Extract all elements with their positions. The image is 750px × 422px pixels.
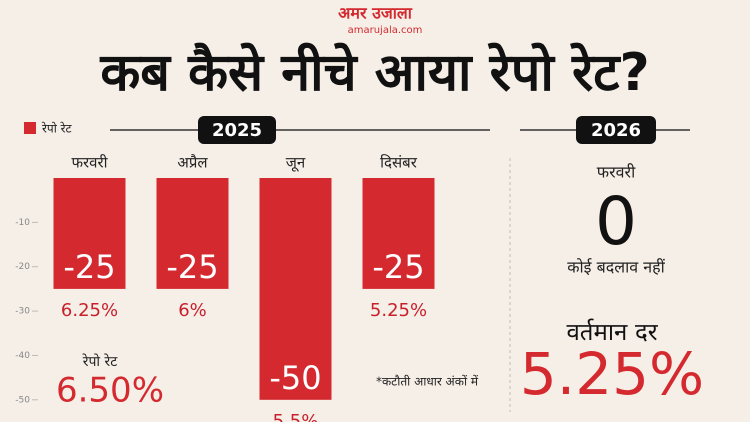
year-label: 2026: [591, 120, 641, 141]
year-label: 2025: [212, 120, 262, 141]
current-value: 5.25%: [520, 340, 704, 408]
logo-site: amarujala.com: [348, 25, 423, 36]
change-text: कोई बदलाव नहीं: [567, 258, 665, 277]
y-tick-label: -30: [15, 307, 30, 317]
value-label: -25: [63, 248, 115, 286]
value-label: -50: [269, 359, 321, 397]
bar: [53, 178, 126, 289]
month-label: फरवरी: [597, 163, 636, 182]
rate-label: 6%: [178, 300, 207, 321]
bar: [259, 178, 332, 400]
x-tick-label: अप्रैल: [177, 154, 208, 172]
bar: [362, 178, 435, 289]
y-tick-label: -20: [15, 262, 30, 272]
y-tick-label: -40: [15, 351, 30, 361]
x-tick-label: जून: [286, 154, 306, 173]
y-tick-label: -50: [15, 395, 30, 405]
legend-label: रेपो रेट: [42, 122, 73, 136]
note: *कटौती आधार अंकों में: [376, 375, 479, 389]
rate-label: 5.5%: [273, 411, 319, 422]
bar: [156, 178, 229, 289]
chart-title: कब कैसे नीचे आया रेपो रेट?: [99, 42, 649, 103]
rate-label: 6.25%: [61, 300, 118, 321]
value-label: -25: [372, 248, 424, 286]
rate-label: 5.25%: [370, 300, 427, 321]
current-label: वर्तमान दर: [566, 318, 658, 346]
start-rate-label: रेपो रेट: [82, 353, 118, 370]
change-value: 0: [595, 183, 637, 260]
year-box: [198, 116, 276, 144]
start-rate-value: 6.50%: [56, 371, 164, 411]
logo-hindi: अमर उजाला: [338, 4, 413, 23]
y-tick-label: -10: [15, 218, 30, 228]
year-box: [576, 116, 656, 144]
value-label: -25: [166, 248, 218, 286]
x-tick-label: फरवरी: [71, 154, 108, 172]
legend-swatch: [24, 122, 36, 134]
x-tick-label: दिसंबर: [380, 154, 418, 172]
